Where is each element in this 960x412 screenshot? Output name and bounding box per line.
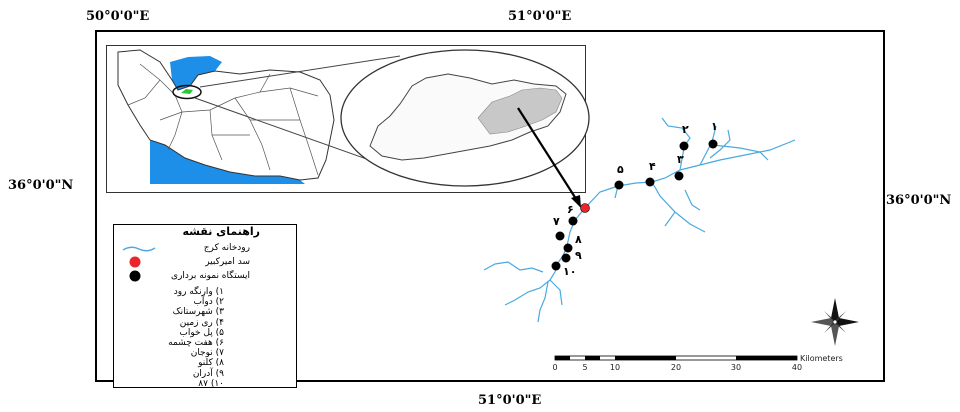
station-number-label: ۴ — [649, 160, 656, 173]
station-number-label: ۳ — [677, 153, 684, 166]
site-name: ۲) دوآب — [193, 297, 224, 308]
latitude-label-right: 36°0'0"N — [886, 193, 952, 208]
sampling-stations: ۱ ۲ ۳ ۴ ۵ ۶۷ ۸ ۹ ۱۰ — [551, 120, 718, 278]
latitude-label-left: 36°0'0"N — [8, 178, 74, 193]
legend-title: راهنمای نقشه — [182, 225, 260, 238]
scale-tick-label: 0 — [552, 363, 557, 372]
site-name: ۷) نوجان — [190, 348, 224, 359]
site-name: ۸) کلنو — [198, 358, 224, 369]
north-arrow-icon — [811, 298, 859, 346]
caspian-sea — [170, 56, 222, 90]
site-name: ۳) شهرستانک — [172, 307, 224, 318]
study-area-highlight — [181, 89, 193, 94]
station-legend-icon — [129, 270, 141, 282]
station-marker — [679, 141, 689, 151]
location-arrow-head — [571, 195, 581, 208]
dam-legend-icon — [129, 256, 141, 268]
station-marker — [563, 243, 573, 253]
scale-tick-label: 40 — [792, 363, 802, 372]
site-name: ۱) وارنگه رود — [173, 287, 224, 297]
iran-outline — [117, 49, 335, 181]
station-number-label: ۱۰ — [563, 265, 576, 278]
map-legend: راهنمای نقشه رودخانه کرج سد امیرکبیر ایس… — [113, 224, 297, 389]
scale-unit-label: Kilometers — [800, 354, 843, 363]
location-arrow — [517, 107, 579, 203]
site-name: ۴) ری زمین — [179, 317, 224, 328]
persian-gulf — [150, 140, 305, 184]
legend-station-label: ایستگاه نمونه برداری — [171, 271, 250, 281]
station-marker — [708, 139, 718, 149]
river-legend-icon — [122, 246, 156, 252]
station-number-label: ۱ — [711, 120, 718, 133]
longitude-label-bottom: 51°0'0"E — [478, 393, 542, 408]
scale-tick-label: 5 — [582, 363, 587, 372]
station-marker — [555, 231, 565, 241]
station-marker — [674, 171, 684, 181]
zoom-line-top — [199, 55, 401, 88]
longitude-label-top-left: 50°0'0"E — [86, 9, 150, 24]
station-number-label: ۸ — [575, 233, 582, 246]
station-marker — [645, 177, 655, 187]
station-marker — [551, 261, 561, 271]
station-marker — [561, 253, 571, 263]
legend-dam-label: سد امیرکبیر — [205, 257, 250, 267]
site-name: ۶) هفت چشمه — [168, 338, 224, 349]
site-name: ۱۰) ۸۷ — [198, 378, 224, 389]
site-name: ۵) پل خواب — [179, 327, 224, 338]
station-marker — [568, 216, 578, 226]
scale-tick-label: 20 — [671, 363, 681, 372]
station-number-label: ۲ — [682, 123, 689, 136]
station-number-label: ۹ — [575, 249, 582, 262]
legend-river-label: رودخانه کرج — [203, 243, 250, 253]
watershed-zoom — [340, 49, 590, 187]
station-number-label: ۶ — [567, 203, 574, 216]
study-area-marker — [172, 84, 202, 100]
scale-tick-label: 30 — [731, 363, 741, 372]
longitude-label-top-mid: 51°0'0"E — [508, 9, 572, 24]
station-number-label: ۷ — [553, 215, 560, 228]
scale-tick-label: 10 — [610, 363, 620, 372]
station-number-label: ۵ — [617, 163, 624, 176]
site-name: ۹) آدران — [192, 368, 224, 379]
station-marker — [614, 180, 624, 190]
amirkabir-dam-marker — [580, 203, 590, 213]
site-name-list: ۱) وارنگه رود ۲) دوآب ۳) شهرستانک ۴) ری … — [168, 287, 224, 389]
iran-province-map — [117, 49, 335, 184]
